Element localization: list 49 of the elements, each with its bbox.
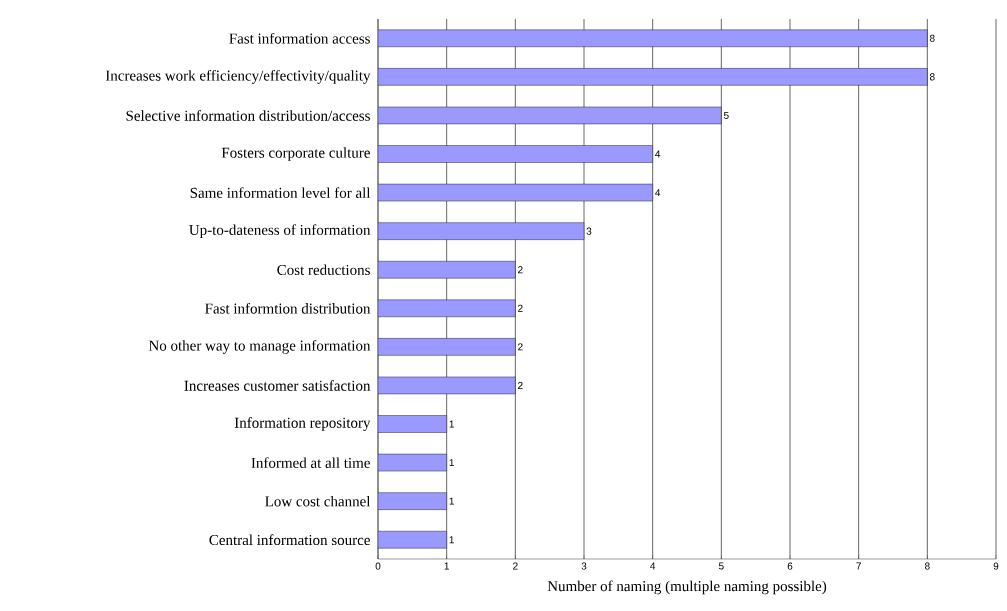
bar	[378, 531, 447, 549]
bar	[378, 338, 516, 356]
bar	[378, 492, 447, 510]
x-tick-label: 0	[375, 562, 381, 570]
y-tick-label: Increases customer satisfaction	[184, 380, 371, 391]
x-axis-title: Number of naming (multiple naming possible)	[547, 580, 827, 595]
x-tick-label: 5	[718, 562, 724, 570]
data-label: 1	[449, 536, 454, 544]
y-tick-label: Selective information distribution/access	[126, 110, 370, 121]
x-tick-label: 7	[856, 562, 861, 570]
data-label: 2	[518, 343, 523, 351]
x-tick-label: 8	[924, 562, 930, 570]
data-label: 2	[518, 304, 523, 312]
data-label: 4	[655, 150, 661, 158]
y-tick-label: Same information level for all	[190, 187, 371, 198]
y-tick-label: Fast informtion distribution	[205, 302, 371, 314]
bar	[378, 415, 447, 433]
x-tick-label: 9	[993, 562, 999, 570]
data-label: 2	[518, 266, 523, 274]
x-tick-label: 3	[581, 562, 587, 570]
data-label: 4	[655, 189, 661, 197]
x-tick-label: 2	[513, 562, 518, 570]
bar	[378, 222, 585, 240]
y-tick-label: Fast information access	[229, 32, 370, 44]
y-tick-label: Low cost channel	[265, 495, 371, 507]
y-tick-label: Increases work efficiency/effectivity/quality	[105, 69, 371, 84]
x-tick-label: 6	[787, 562, 793, 570]
data-label: 8	[929, 73, 935, 81]
y-tick-label: Cost reductions	[277, 264, 370, 275]
x-tick-label: 1	[444, 562, 449, 570]
data-label: 3	[586, 227, 592, 235]
bar	[378, 299, 516, 317]
data-label: 1	[449, 497, 454, 505]
y-tick-label: Fosters corporate culture	[221, 147, 370, 161]
y-tick-label: Up-to-dateness of information	[189, 224, 371, 239]
data-label: 1	[449, 459, 454, 467]
y-tick-label: Information repository	[234, 417, 371, 431]
x-tick-label: 4	[650, 562, 656, 570]
data-label: 8	[929, 34, 935, 42]
bar	[378, 29, 928, 47]
bar	[378, 68, 928, 86]
data-label: 2	[518, 381, 523, 389]
data-label: 5	[723, 111, 729, 119]
y-tick-label: Informed at all time	[251, 457, 370, 468]
data-label: 1	[449, 420, 454, 428]
bar	[378, 261, 516, 279]
y-tick-label: No other way to manage information	[148, 339, 371, 354]
bar	[378, 145, 653, 163]
y-tick-label: Central information source	[209, 534, 370, 546]
